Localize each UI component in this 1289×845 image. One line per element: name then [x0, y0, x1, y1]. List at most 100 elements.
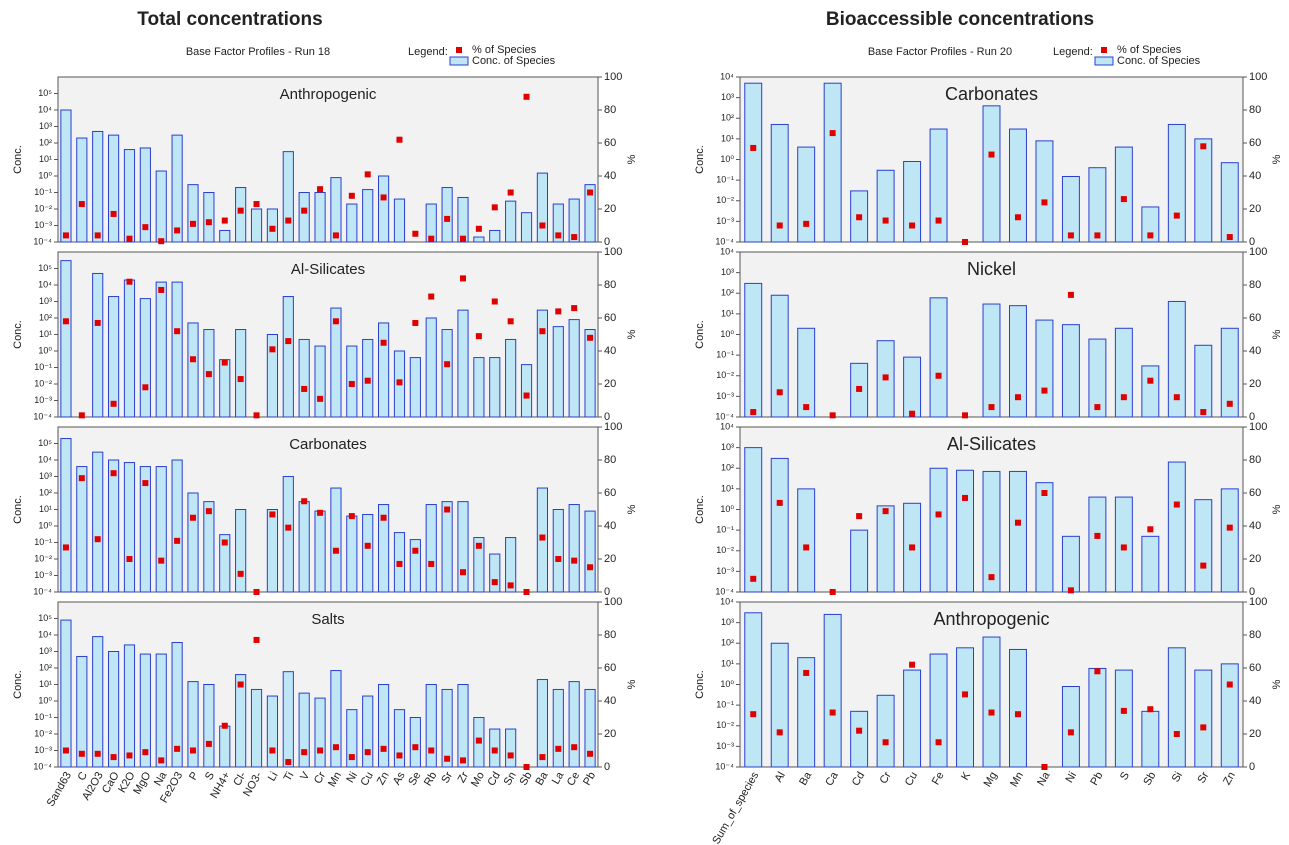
percent-marker — [444, 361, 451, 368]
percent-marker — [1147, 377, 1154, 384]
y-tick-label: 10⁵ — [38, 438, 52, 448]
legend-title: Legend: — [1053, 46, 1093, 58]
percent-marker — [1014, 214, 1021, 221]
y2-tick-label: 60 — [1249, 487, 1261, 499]
percent-marker — [1067, 291, 1074, 298]
percent-marker — [1094, 668, 1101, 675]
percent-marker — [412, 319, 419, 326]
percent-marker — [856, 385, 863, 392]
y-tick-label: 10¹ — [39, 504, 52, 514]
bar — [505, 338, 517, 418]
percent-marker — [555, 232, 562, 239]
percent-marker — [1041, 199, 1048, 206]
bar — [76, 137, 88, 243]
y-tick-label: 10⁵ — [38, 263, 52, 273]
percent-marker — [587, 564, 594, 571]
bar — [298, 338, 310, 418]
percent-marker — [829, 130, 836, 137]
bar — [1088, 496, 1107, 593]
y2-tick-label: 80 — [604, 104, 616, 116]
legend-label: Conc. of Species — [472, 55, 556, 67]
bar — [425, 317, 437, 418]
bar — [457, 196, 469, 243]
bar — [378, 322, 390, 418]
percent-marker — [253, 636, 260, 643]
y-tick-label: 10³ — [39, 646, 52, 656]
percent-marker — [460, 569, 466, 576]
y2-tick-label: 80 — [604, 454, 616, 466]
bar — [1114, 669, 1133, 768]
y-tick-label: 10⁴ — [720, 421, 734, 431]
panel-label: Carbonates — [289, 436, 367, 453]
bar — [139, 298, 151, 418]
bar — [744, 82, 763, 243]
bar — [235, 329, 247, 418]
y-tick-label: 10⁴ — [38, 454, 52, 464]
percent-marker — [829, 589, 836, 595]
bar — [409, 717, 421, 768]
percent-marker — [935, 511, 942, 518]
bar — [235, 187, 247, 243]
y2-tick-label: 40 — [604, 345, 616, 357]
percent-marker — [803, 404, 810, 411]
bar — [60, 260, 72, 418]
y2-axis-label: % — [626, 679, 638, 689]
bar — [441, 688, 453, 768]
percent-marker — [332, 547, 339, 554]
percent-marker — [142, 749, 149, 756]
bar — [76, 655, 88, 768]
y2-tick-label: 100 — [604, 596, 622, 608]
y-tick-label: 10⁻⁴ — [715, 586, 734, 596]
bar — [60, 438, 72, 593]
y-tick-label: 10⁻⁴ — [715, 411, 734, 421]
bar — [1194, 344, 1213, 418]
percent-marker — [539, 754, 546, 761]
bar — [876, 694, 895, 768]
percent-marker — [158, 238, 165, 245]
bar — [552, 509, 564, 593]
panel-label: Salts — [311, 611, 344, 628]
bar — [552, 688, 564, 768]
percent-marker — [94, 536, 101, 543]
percent-marker — [301, 498, 308, 505]
percent-marker — [269, 225, 276, 232]
bar — [92, 451, 104, 593]
bar — [187, 184, 199, 243]
x-tick-label: Cd — [850, 770, 867, 788]
y2-tick-label: 100 — [1249, 246, 1267, 258]
bar — [473, 236, 485, 243]
x-tick-label: Ba — [533, 769, 551, 787]
y-tick-label: 10¹ — [39, 329, 52, 339]
percent-marker — [380, 745, 387, 752]
y2-tick-label: 60 — [1249, 137, 1261, 149]
percent-marker — [412, 547, 419, 554]
bar — [744, 282, 763, 418]
bar — [744, 612, 763, 768]
y2-tick-label: 20 — [604, 553, 616, 565]
bar — [1167, 300, 1186, 418]
legend-swatch — [449, 56, 469, 66]
percent-marker — [62, 232, 69, 239]
percent-marker — [1094, 532, 1101, 539]
y-tick-label: 10⁰ — [38, 695, 52, 705]
bar — [282, 671, 294, 768]
bar — [1035, 319, 1054, 418]
bar — [362, 695, 374, 768]
percent-marker — [988, 151, 995, 158]
y-axis-label: Conc. — [694, 145, 706, 174]
percent-marker — [882, 217, 889, 224]
bar — [929, 653, 948, 768]
y-tick-label: 10⁰ — [720, 329, 734, 339]
y-tick-label: 10² — [39, 487, 52, 497]
bar — [1114, 146, 1133, 243]
x-tick-label: Pb — [1088, 770, 1105, 788]
chart-title: Base Factor Profiles - Run 18 — [186, 46, 330, 58]
percent-marker — [803, 220, 810, 227]
x-tick-label: La — [550, 769, 567, 786]
x-tick-label: P — [187, 770, 201, 782]
percent-marker — [935, 372, 942, 379]
percent-marker — [205, 740, 212, 747]
bar — [489, 553, 501, 593]
percent-marker — [301, 749, 308, 756]
bar — [266, 208, 278, 243]
